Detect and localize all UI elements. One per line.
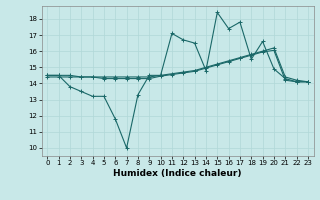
X-axis label: Humidex (Indice chaleur): Humidex (Indice chaleur) [113, 169, 242, 178]
